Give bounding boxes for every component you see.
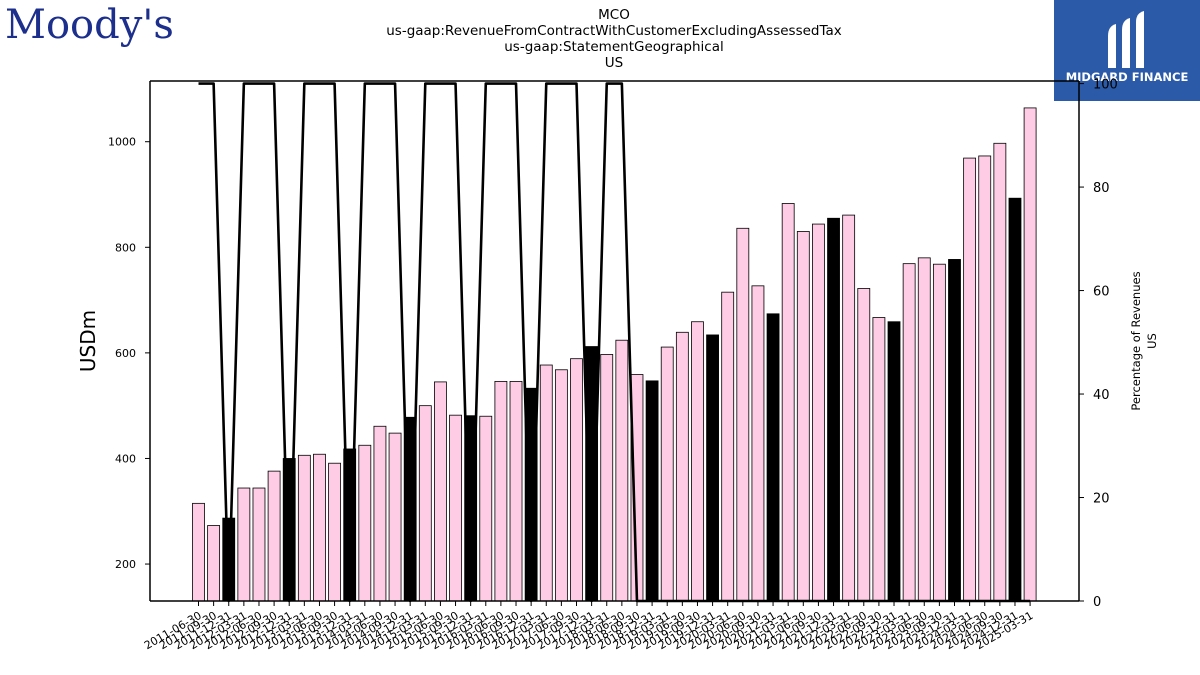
bar xyxy=(857,288,871,602)
bar xyxy=(554,369,568,602)
bar xyxy=(494,380,508,602)
y2-tick-label: 0 xyxy=(1093,595,1101,610)
y2-axis-label-line1: Percentage of Revenues xyxy=(1129,271,1143,410)
bar xyxy=(252,487,266,602)
bar xyxy=(751,285,765,602)
bar xyxy=(827,217,840,602)
bar xyxy=(237,487,251,602)
y-tick-label: 1000 xyxy=(108,136,136,149)
bar xyxy=(721,291,735,602)
bar xyxy=(645,380,659,602)
bar xyxy=(418,405,432,602)
y-tick-label: 600 xyxy=(115,347,136,360)
bar xyxy=(297,454,311,602)
bar xyxy=(660,346,674,602)
bar xyxy=(600,354,614,602)
bar xyxy=(675,331,689,602)
bar xyxy=(736,227,750,602)
bar xyxy=(766,313,780,602)
y-tick-label: 800 xyxy=(115,241,136,254)
bar xyxy=(887,321,901,602)
bar xyxy=(948,259,961,602)
bar xyxy=(902,263,916,602)
bar xyxy=(963,157,977,602)
midgard-emblem-icon xyxy=(1108,11,1144,68)
bar xyxy=(388,432,402,602)
bar xyxy=(993,142,1007,602)
bar xyxy=(509,380,523,602)
bar xyxy=(313,453,326,602)
bar xyxy=(267,470,281,602)
title-line-4: US xyxy=(604,55,624,71)
y2-tick-label: 20 xyxy=(1093,492,1110,507)
bar xyxy=(479,415,493,602)
bar xyxy=(373,425,387,602)
bar xyxy=(812,223,825,602)
y2-axis-label-line2: US xyxy=(1145,333,1159,349)
bar xyxy=(842,214,856,602)
y2-tick-label: 40 xyxy=(1093,388,1110,403)
title-line-2: us-gaap:RevenueFromContractWithCustomerE… xyxy=(386,23,842,39)
bar xyxy=(207,525,221,602)
y-tick-label: 400 xyxy=(115,452,136,465)
bar xyxy=(872,317,886,602)
bar xyxy=(615,339,629,602)
bar xyxy=(978,155,992,602)
bar xyxy=(328,462,341,602)
y2-tick-label: 80 xyxy=(1093,181,1110,196)
title-line-1: MCO xyxy=(598,7,630,23)
bar xyxy=(570,358,583,602)
bar xyxy=(796,231,810,602)
bar xyxy=(781,203,795,602)
bar xyxy=(1023,107,1037,602)
bar xyxy=(358,444,372,602)
bar xyxy=(192,502,205,602)
chart-title-block: MCO us-gaap:RevenueFromContractWithCusto… xyxy=(300,7,928,71)
midgard-brand-text: MIDGARD FINANCE xyxy=(1065,70,1189,84)
bar xyxy=(539,364,553,602)
bar xyxy=(917,257,931,602)
bar xyxy=(434,381,447,602)
bar xyxy=(932,263,946,602)
y2-tick-label: 60 xyxy=(1093,285,1110,300)
bar xyxy=(706,334,719,602)
title-line-3: us-gaap:StatementGeographical xyxy=(504,39,724,55)
bar xyxy=(449,414,462,602)
y2-tick-label: 100 xyxy=(1093,78,1118,93)
y-axis-label: USDm xyxy=(76,310,100,372)
moodys-logo: Moody's xyxy=(5,2,174,48)
bar xyxy=(691,321,704,602)
y-tick-label: 200 xyxy=(115,558,136,571)
bar xyxy=(1008,197,1022,602)
